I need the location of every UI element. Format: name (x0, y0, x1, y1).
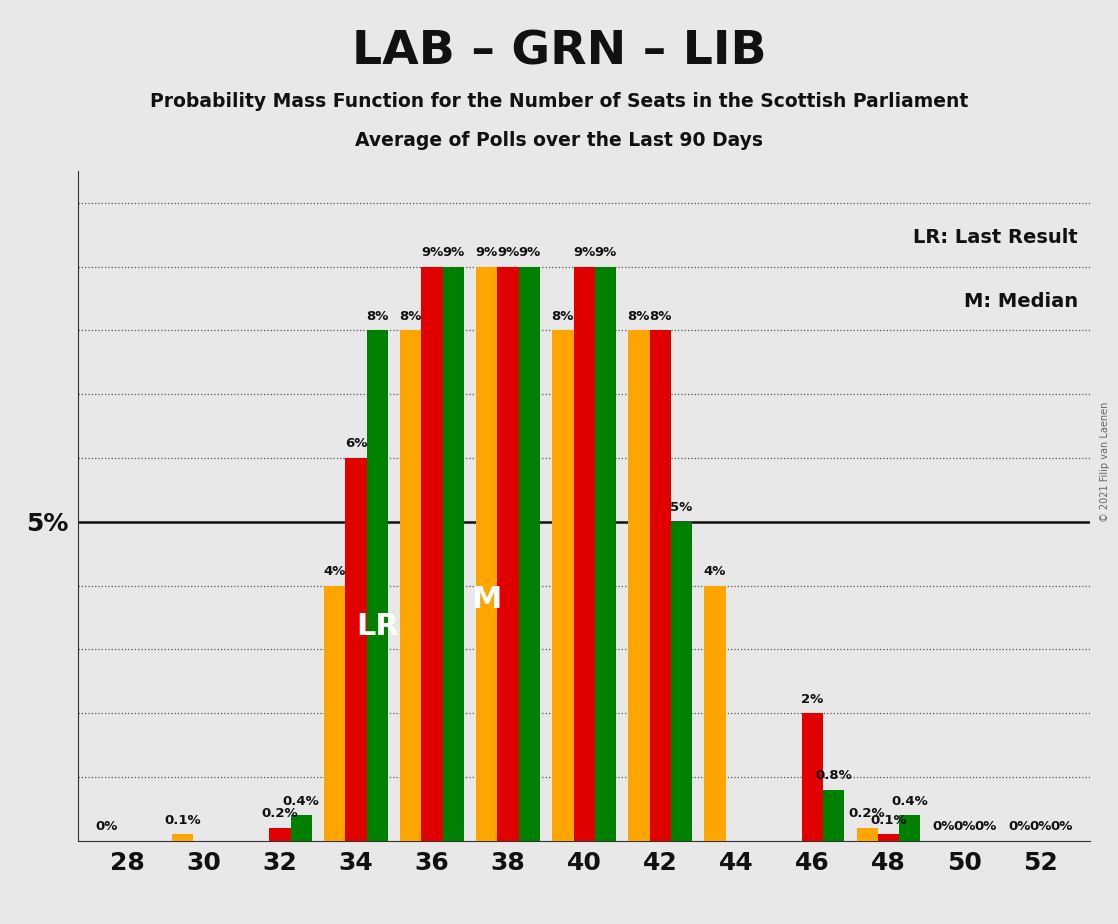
Text: 5%: 5% (671, 501, 693, 514)
Text: 9%: 9% (498, 246, 519, 259)
Text: M: M (472, 585, 502, 614)
Text: 0.1%: 0.1% (164, 814, 201, 827)
Text: 0%: 0% (95, 821, 117, 833)
Bar (802, 713, 823, 841)
Text: 9%: 9% (475, 246, 498, 259)
Bar (476, 267, 498, 841)
Bar (704, 586, 726, 841)
Text: 0%: 0% (932, 821, 955, 833)
Text: 9%: 9% (595, 246, 617, 259)
Text: © 2021 Filip van Laenen: © 2021 Filip van Laenen (1100, 402, 1109, 522)
Text: LR: LR (356, 612, 399, 641)
Bar (856, 828, 878, 841)
Text: 0%: 0% (1030, 821, 1052, 833)
Text: 4%: 4% (323, 565, 345, 578)
Bar (498, 267, 519, 841)
Text: 0.2%: 0.2% (849, 808, 885, 821)
Bar (269, 828, 291, 841)
Bar (324, 586, 345, 841)
Bar (421, 267, 443, 841)
Bar (443, 267, 464, 841)
Bar (823, 790, 844, 841)
Bar (595, 267, 616, 841)
Text: 0.4%: 0.4% (891, 795, 928, 808)
Bar (172, 834, 193, 841)
Text: 2%: 2% (802, 693, 824, 706)
Bar (671, 522, 692, 841)
Text: 9%: 9% (443, 246, 464, 259)
Bar (574, 267, 595, 841)
Bar (519, 267, 540, 841)
Bar (650, 331, 671, 841)
Bar (552, 331, 574, 841)
Text: 4%: 4% (704, 565, 727, 578)
Bar (345, 458, 367, 841)
Text: Probability Mass Function for the Number of Seats in the Scottish Parliament: Probability Mass Function for the Number… (150, 92, 968, 112)
Text: Average of Polls over the Last 90 Days: Average of Polls over the Last 90 Days (356, 131, 762, 151)
Bar (291, 815, 312, 841)
Text: M: Median: M: Median (964, 292, 1078, 310)
Text: 0%: 0% (954, 821, 976, 833)
Text: 0.8%: 0.8% (815, 769, 852, 782)
Text: 9%: 9% (574, 246, 595, 259)
Text: 6%: 6% (344, 437, 367, 450)
Bar (899, 815, 920, 841)
Text: LAB – GRN – LIB: LAB – GRN – LIB (352, 30, 766, 75)
Text: LR: Last Result: LR: Last Result (913, 228, 1078, 247)
Text: 0.4%: 0.4% (283, 795, 320, 808)
Bar (628, 331, 650, 841)
Bar (400, 331, 421, 841)
Text: 8%: 8% (627, 310, 650, 322)
Text: 9%: 9% (420, 246, 443, 259)
Text: 0%: 0% (975, 821, 997, 833)
Text: 8%: 8% (399, 310, 421, 322)
Text: 0.2%: 0.2% (262, 808, 299, 821)
Text: 8%: 8% (366, 310, 388, 322)
Bar (878, 834, 899, 841)
Bar (367, 331, 388, 841)
Text: 8%: 8% (650, 310, 672, 322)
Text: 0%: 0% (1051, 821, 1073, 833)
Text: 0.1%: 0.1% (870, 814, 907, 827)
Text: 0%: 0% (1008, 821, 1031, 833)
Text: 8%: 8% (551, 310, 574, 322)
Text: 9%: 9% (519, 246, 540, 259)
